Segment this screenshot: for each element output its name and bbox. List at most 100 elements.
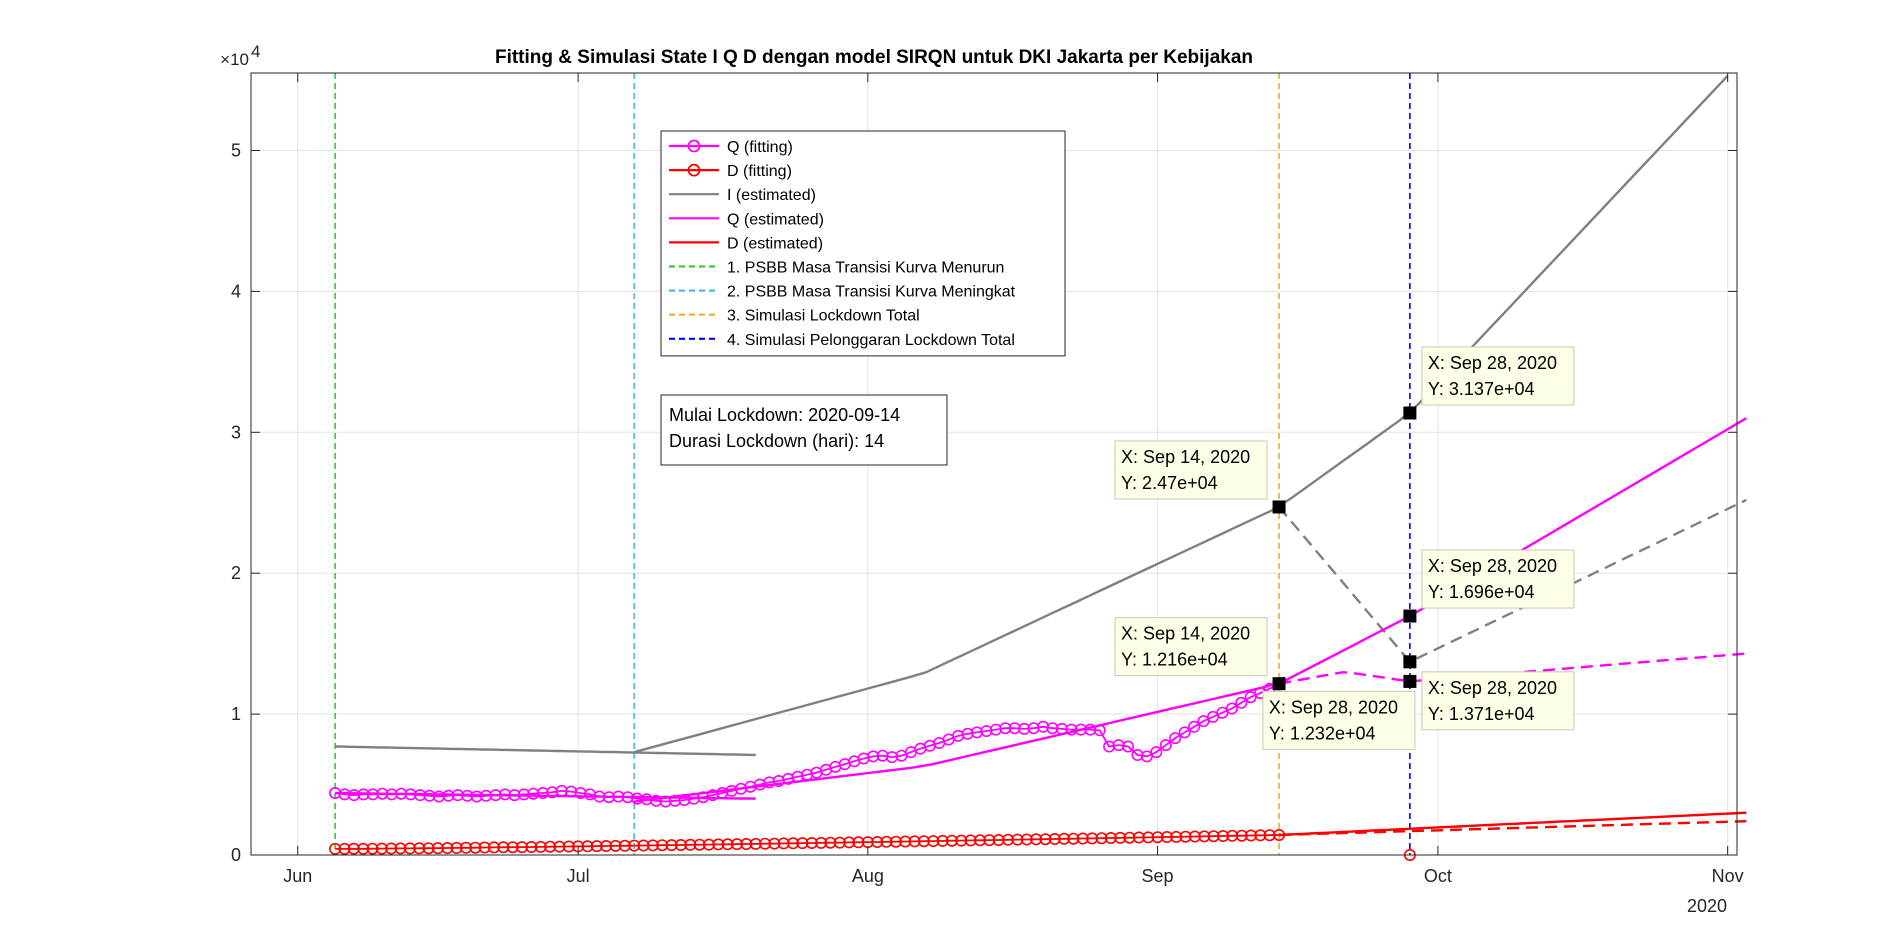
series-d-fitting-point	[357, 842, 370, 855]
datatip-box	[1421, 346, 1575, 406]
series-d-fitting-point	[721, 838, 734, 851]
series-d-fitting-point	[338, 842, 351, 855]
series-d-fitting-point	[581, 840, 594, 853]
datatip-marker	[1272, 677, 1286, 691]
series-q-fitting-point	[1074, 723, 1087, 736]
series-d-fitting-point	[1095, 832, 1108, 845]
plot-area-border	[250, 72, 1738, 856]
series-q-fitting-point	[536, 786, 549, 799]
datatip-text: Y: 1.696e+04	[1428, 582, 1535, 602]
x-tick-label: Sep	[1142, 866, 1174, 886]
y-tick-label: 3	[231, 422, 241, 442]
datatip-text: X: Sep 28, 2020	[1428, 353, 1557, 373]
series-q-fitting-point	[461, 789, 474, 802]
info-box: Mulai Lockdown: 2020-09-14 Durasi Lockdow…	[660, 394, 948, 466]
legend-label: Q (estimated)	[727, 211, 824, 228]
series-d-fitting-point	[506, 841, 519, 854]
legend-label: D (fitting)	[727, 163, 792, 180]
series-q-fitting-point	[999, 722, 1012, 735]
series-d-estimated-segment-2	[1279, 820, 1747, 837]
series	[329, 74, 1747, 861]
series-d-fitting-point	[758, 837, 771, 850]
series-d-fitting-point	[1179, 830, 1192, 843]
series-q-fitting-point	[1169, 732, 1182, 745]
x-tick-label: Nov	[1712, 866, 1744, 886]
legend-label: 1. PSBB Masa Transisi Kurva Menurun	[727, 260, 1004, 277]
legend[interactable]: Q (fitting) D (fitting) I (estimated) Q (es…	[660, 130, 1066, 357]
series-q-fitting-point	[404, 788, 417, 801]
series-d-fitting-point	[1188, 830, 1201, 843]
series-d-fitting-point	[702, 838, 715, 851]
legend-box	[660, 130, 1066, 357]
legend-label: 2. PSBB Masa Transisi Kurva Meningkat	[727, 284, 1016, 301]
series-q-fitting-point	[1093, 724, 1106, 737]
datatip-box	[1114, 440, 1268, 500]
series-q-fitting-point	[1046, 722, 1059, 735]
series-d-fitting-point	[899, 835, 912, 848]
series-q-fitting-point	[1225, 702, 1238, 715]
datatip-marker	[1403, 674, 1417, 688]
series-d-fitting-point	[1170, 830, 1183, 843]
series-d-fitting-point	[478, 841, 491, 854]
series-d-fitting-point	[983, 834, 996, 847]
series-d-fitting-point	[992, 833, 1005, 846]
series-q-fitting-point	[508, 789, 521, 802]
y-tick-label: 2	[231, 563, 241, 583]
series-d-fitting-point	[936, 834, 949, 847]
series-q-fitting-point	[480, 789, 493, 802]
series-d-fitting-point	[843, 836, 856, 849]
series-q-fitting-point	[659, 795, 672, 808]
datatip-text: Y: 3.137e+04	[1428, 379, 1535, 399]
series-d-fitting-point	[590, 840, 603, 853]
series-q-fitting-point	[423, 789, 436, 802]
series-q-fitting-point	[1055, 722, 1068, 735]
datatip-text: Y: 1.232e+04	[1269, 723, 1376, 743]
y-tick-label: 0	[231, 845, 241, 865]
datatip-text: X: Sep 28, 2020	[1269, 697, 1398, 717]
series-d-fitting-point	[908, 835, 921, 848]
x-tick-label: Jul	[567, 866, 590, 886]
series-d-fitting-point	[366, 842, 379, 855]
series-d-fitting-point	[740, 837, 753, 850]
series-q-fitting-point	[385, 788, 398, 801]
series-d-fitting-point	[394, 842, 407, 855]
series-q-fitting-point	[347, 789, 360, 802]
datatips: X: Sep 14, 2020 Y: 2.47e+04 X: Sep 28, 202…	[1114, 346, 1575, 750]
series-q-fitting-point	[1188, 720, 1201, 733]
series-d-fitting-point	[964, 834, 977, 847]
series-d-fitting-point	[1001, 833, 1014, 846]
series-d-fitting-point	[1226, 829, 1239, 842]
datatip-text: X: Sep 14, 2020	[1121, 624, 1250, 644]
series-d-fitting-point	[1142, 831, 1155, 844]
series-d-fitting-point	[712, 838, 725, 851]
series-d-fitting-point	[1123, 831, 1136, 844]
series-q-fitting-point	[1197, 715, 1210, 728]
legend-label: 3. Simulasi Lockdown Total	[727, 308, 920, 325]
series-q-fitting-point	[1018, 722, 1031, 735]
series-q-fitting-point	[650, 794, 663, 807]
series-d-fitting-point	[1030, 833, 1043, 846]
series-d-fitting-point	[880, 835, 893, 848]
series-q-fitting-point	[1065, 723, 1078, 736]
series-d-fitting-point	[787, 837, 800, 850]
series-d-fitting-point	[1132, 831, 1145, 844]
series-d-fitting-point	[1104, 831, 1117, 844]
datatip-box	[1421, 549, 1575, 609]
series-d-fitting-point	[553, 840, 566, 853]
series-d-fitting-point	[777, 837, 790, 850]
series-q-fitting-point	[442, 789, 455, 802]
series-q-fitting-point	[489, 789, 502, 802]
series-q-fitting-point	[357, 788, 370, 801]
y-exponent-power: 4	[251, 42, 260, 61]
series-d-fitting-point	[927, 835, 940, 848]
x-tick-label: Aug	[852, 866, 884, 886]
series-i-estimated-segment-2	[633, 74, 1729, 754]
datatip-text: Y: 1.216e+04	[1121, 650, 1228, 670]
series-q-fitting-point	[631, 792, 644, 805]
series-d-fitting-point	[385, 842, 398, 855]
series-d-fitting-point	[1263, 829, 1276, 842]
series-d-fitting-point	[749, 837, 762, 850]
info-box-line: Durasi Lockdown (hari): 14	[669, 431, 884, 451]
series-d-fitting-point	[431, 842, 444, 855]
